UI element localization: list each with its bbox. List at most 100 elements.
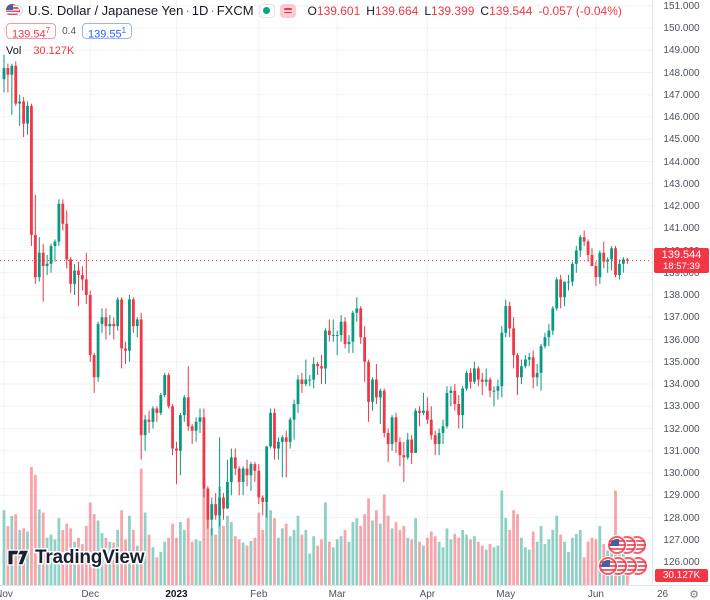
time-axis-label: Jun (587, 589, 604, 600)
volume-bar (202, 478, 206, 585)
candle-body (504, 306, 508, 333)
volume-label: Vol (6, 45, 22, 57)
volume-bar (578, 529, 582, 585)
volume-bar (363, 514, 367, 585)
sell-price-button[interactable]: 139.547 (6, 23, 57, 41)
candle-body (147, 419, 151, 422)
volume-bar (300, 534, 304, 585)
volume-bar (590, 537, 594, 585)
candle-body (124, 348, 127, 351)
volume-bar (104, 537, 108, 585)
candle-body (363, 337, 367, 362)
candle-body (512, 328, 515, 356)
volume-bar (182, 529, 186, 585)
symbol-title[interactable]: U.S. Dollar / Japanese Yen · 1D · FXCM (28, 3, 254, 18)
tradingview-watermark[interactable]: TradingView (7, 546, 145, 569)
high-value: 139.664 (374, 3, 419, 18)
volume-bar (331, 547, 335, 585)
candle-body (516, 355, 519, 378)
volume-bar (155, 557, 159, 585)
market-status-button[interactable] (258, 3, 275, 18)
price-axis-label: 133.000 (663, 401, 700, 413)
market-open-dot-icon (263, 7, 271, 14)
candle-body (155, 408, 159, 413)
candle-body (128, 299, 131, 351)
candle-body (371, 379, 374, 402)
candle-body (461, 388, 465, 416)
equals-bar-icon (283, 11, 292, 14)
price-axis-label: 143.000 (663, 178, 700, 190)
buy-price-button[interactable]: 139.551 (82, 23, 133, 41)
candle-body (167, 375, 171, 407)
candle-body (621, 259, 625, 264)
low-value: 139.399 (431, 3, 475, 18)
candle-body (159, 395, 163, 413)
last-price-badge[interactable]: 139.544 18:57:39 (654, 247, 709, 273)
volume-row[interactable]: Vol 30.127K (6, 45, 622, 57)
candle-body (269, 412, 272, 447)
volume-bar (567, 551, 570, 585)
candle-body (602, 252, 606, 262)
candle-body (320, 366, 323, 369)
tradingview-logo-icon (7, 549, 30, 566)
spread-highlight-button[interactable] (279, 3, 296, 18)
candle-body (92, 355, 96, 378)
volume-bar (190, 541, 194, 585)
volume-bar (335, 539, 339, 585)
candlestick-plot (0, 0, 652, 585)
candle-body (555, 279, 559, 309)
price-axis-label: 145.000 (663, 134, 700, 146)
candle-body (265, 446, 269, 502)
price-axis-label: 146.000 (663, 112, 700, 123)
candle-body (245, 468, 249, 476)
volume-bar (316, 545, 319, 585)
candle-body (198, 417, 202, 422)
separator-dot: · (185, 3, 190, 18)
volume-bar (304, 529, 308, 585)
volume-bar (425, 537, 429, 585)
volume-bar (84, 525, 88, 585)
volume-bar (414, 518, 417, 585)
candle-body (210, 504, 214, 520)
time-axis[interactable]: ⚙ Nov Dec 2023 Feb Mar Apr May Jun 26 (0, 585, 710, 600)
equals-bar-icon (283, 7, 292, 10)
flag-bubbles-row[interactable] (608, 536, 646, 554)
volume-bar (320, 539, 323, 585)
candle-body (571, 263, 574, 282)
axis-settings-gear-icon[interactable]: ⚙ (689, 589, 699, 600)
price-axis-label: 127.000 (663, 534, 700, 546)
volume-bar (476, 541, 480, 585)
candle-body (367, 361, 370, 402)
volume-bar (37, 509, 41, 585)
candle-body (135, 319, 139, 327)
volume-bar (26, 531, 29, 585)
price-axis-label: 147.000 (663, 89, 700, 101)
volume-bar (96, 520, 100, 585)
candle-body (492, 390, 496, 392)
volume-bar (429, 531, 433, 585)
candle-body (523, 359, 527, 367)
volume-bar (100, 533, 104, 585)
candle-body (229, 457, 233, 482)
volume-bar (249, 540, 253, 585)
candle-body (327, 330, 331, 336)
volume-bar (598, 525, 602, 585)
volume-bar (65, 523, 69, 585)
candle-body (402, 455, 406, 458)
candle-body (465, 372, 468, 389)
candle-body (116, 299, 120, 327)
volume-bar (375, 510, 378, 585)
volume-bar (151, 547, 155, 585)
candle-body (288, 419, 292, 442)
volume-badge: 30.127K (655, 569, 708, 582)
volume-bar (390, 528, 394, 585)
candle-body (233, 457, 237, 469)
chart-pane[interactable] (0, 0, 652, 585)
volume-bar (92, 514, 96, 585)
candle-body (277, 441, 280, 449)
price-axis[interactable]: 139.544 18:57:39 30.127K 151.000 150.000 1… (652, 0, 710, 585)
candle-body (598, 252, 602, 278)
flag-bubbles-row[interactable] (599, 557, 647, 575)
candle-body (508, 306, 512, 329)
candle-body (437, 432, 441, 445)
